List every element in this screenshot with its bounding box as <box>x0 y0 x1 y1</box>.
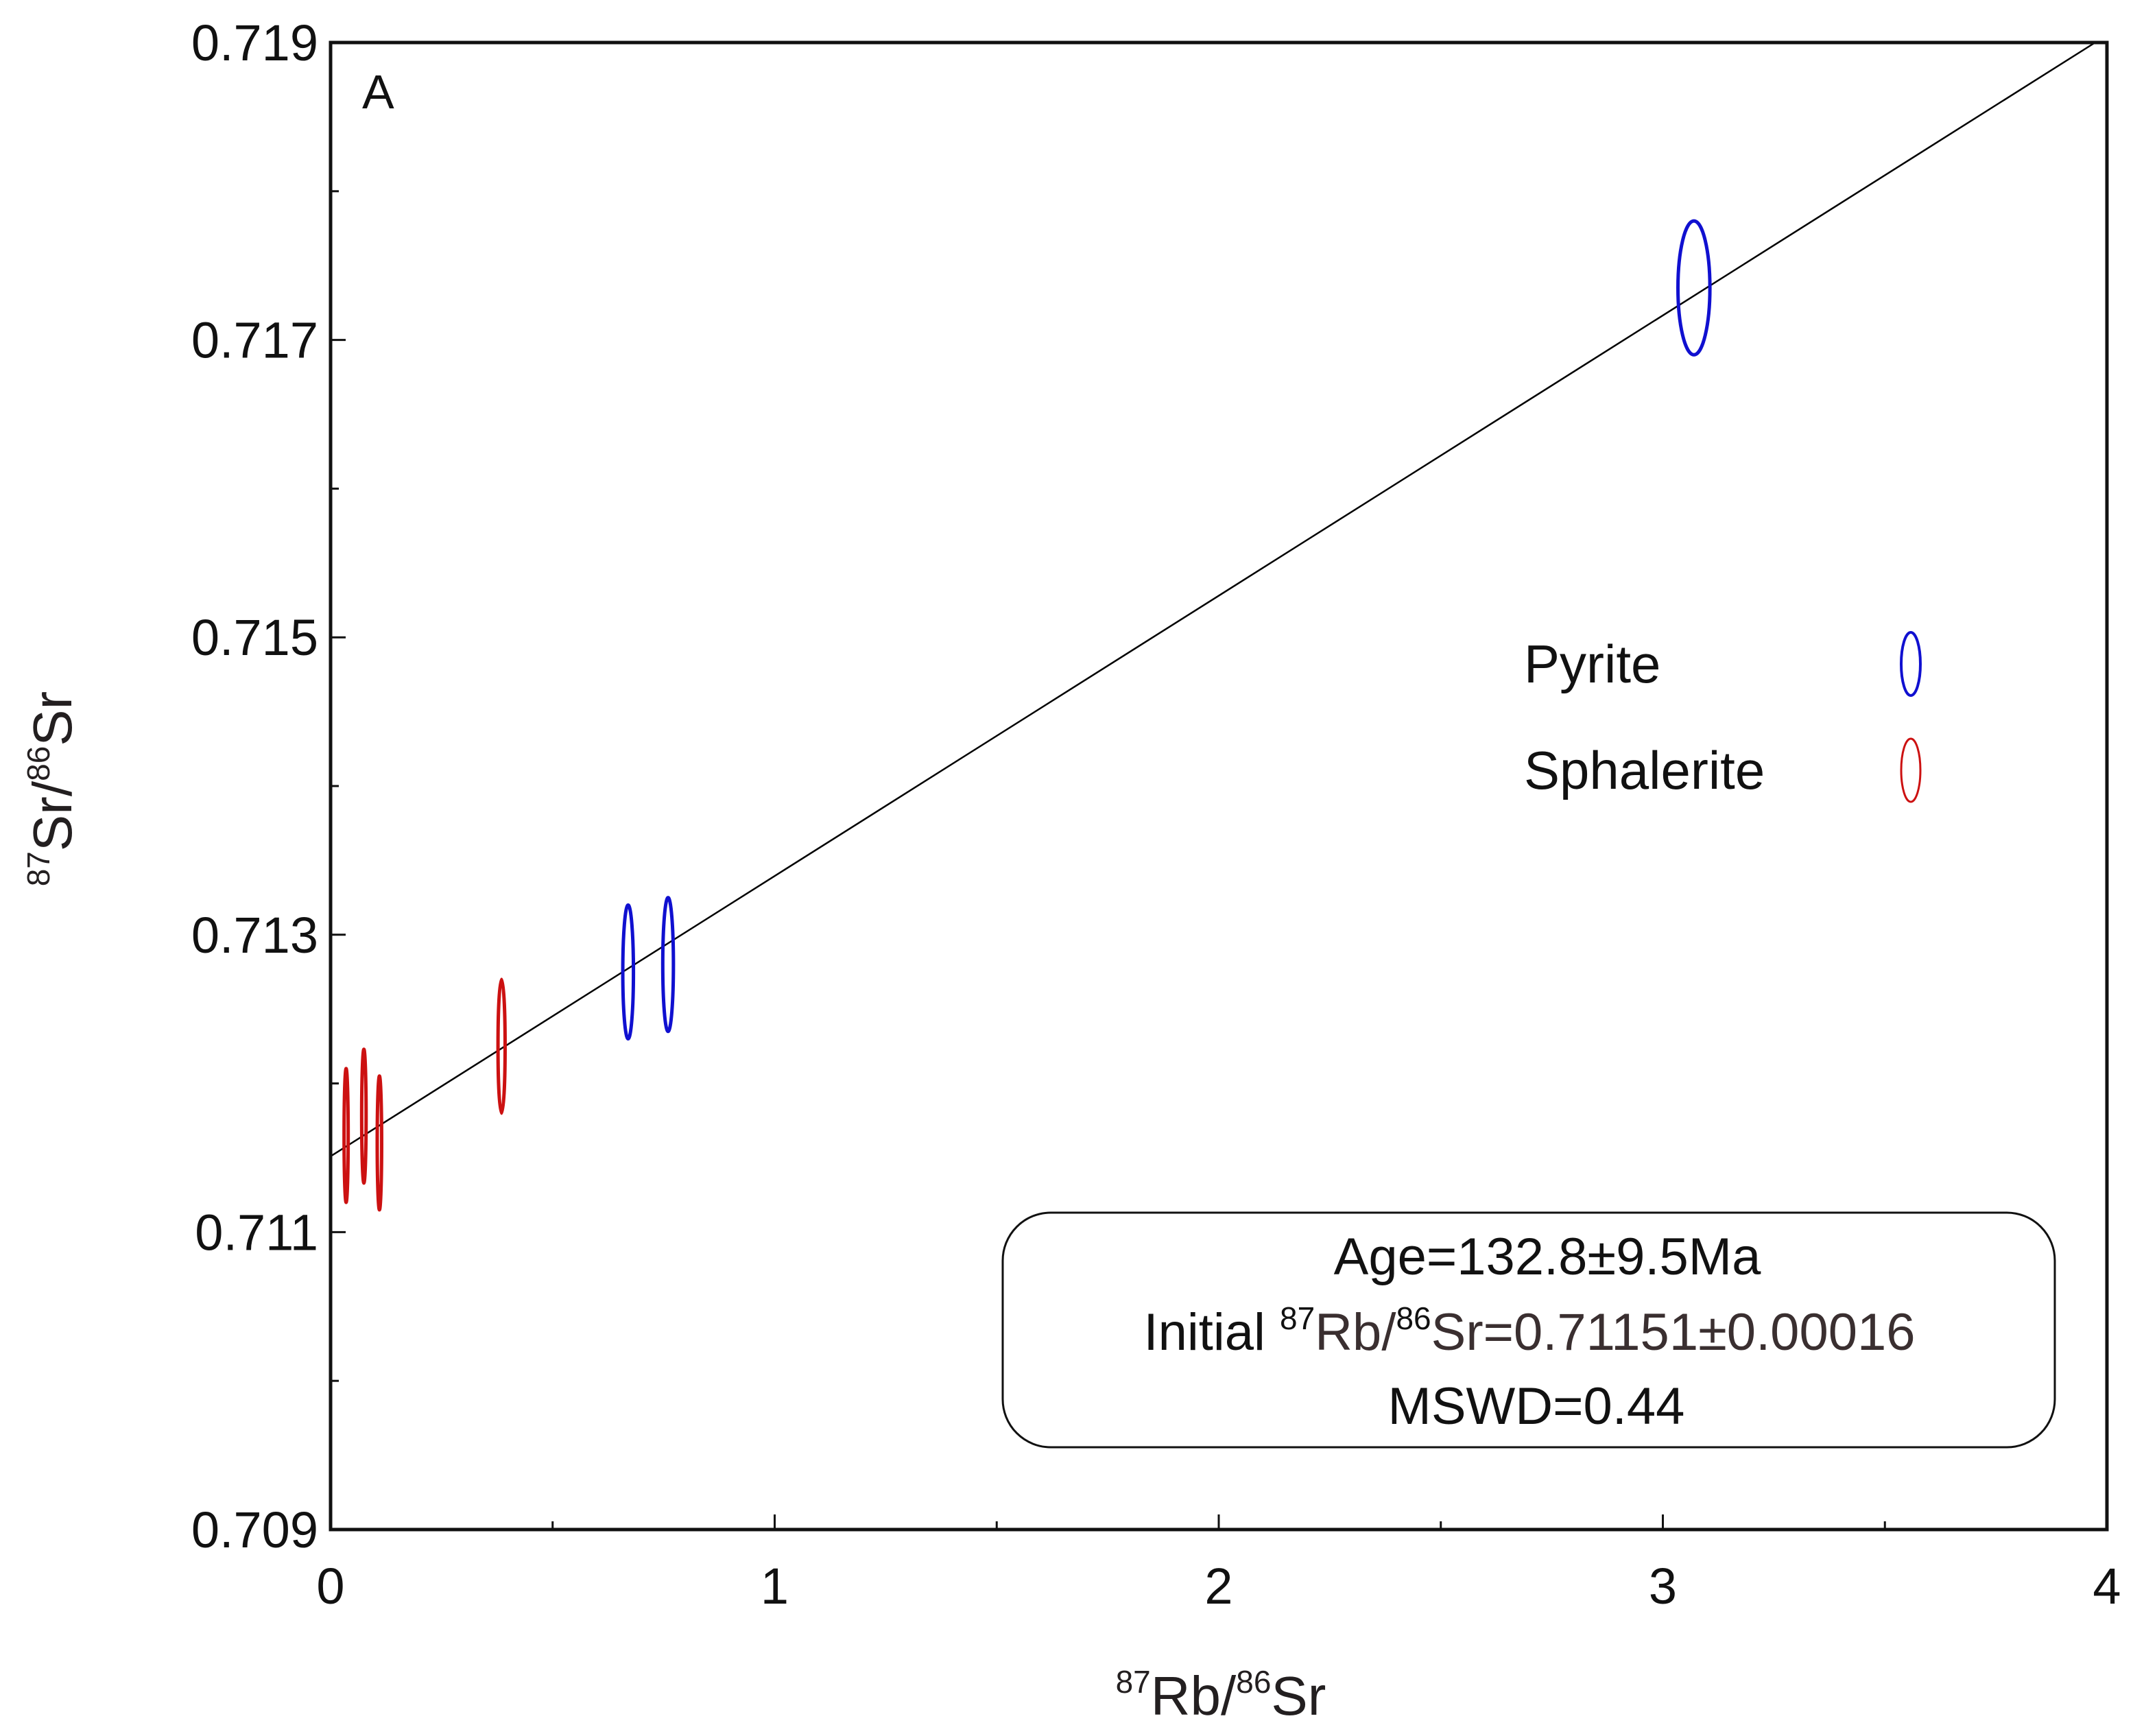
data-ellipses <box>342 219 1712 1212</box>
age-text: Age=132.8±9.5Ma <box>1334 1228 1761 1286</box>
initial-sup1: 87 <box>1280 1300 1315 1336</box>
x-title-base1: Rb/ <box>1151 1665 1237 1726</box>
sphalerite-ellipse-1 <box>359 1047 368 1185</box>
initial-base2: Sr=0.71151±0.00016 <box>1431 1303 1916 1362</box>
legend-swatch-pyrite <box>1900 631 1922 697</box>
legend-swatch-sphalerite <box>1900 737 1922 803</box>
y-axis-title: 87Sr/86Sr <box>21 691 83 887</box>
initial-prefix: Initial <box>1143 1303 1280 1362</box>
sphalerite-ellipse-3 <box>496 977 507 1115</box>
x-axis-title: 87Rb/86Sr <box>1116 1664 1326 1726</box>
plot-frame <box>329 40 2109 1532</box>
panel-label: A <box>362 65 394 119</box>
x-tick-label-0: 0 <box>316 1558 344 1615</box>
initial-sup2: 86 <box>1396 1300 1431 1336</box>
y-title-sup2: 86 <box>21 746 56 781</box>
mswd-text: MSWD=0.44 <box>1388 1377 1685 1436</box>
isochron-regression-line <box>330 41 2096 1157</box>
x-tick-label-4: 4 <box>2093 1558 2121 1615</box>
y-title-base2: Sr <box>22 691 83 746</box>
y-tick-label-2: 0.713 <box>191 907 318 964</box>
y-tick-label-3: 0.715 <box>191 609 318 666</box>
results-box: Age=132.8±9.5Ma Initial 87Rb/86Sr=0.7115… <box>1001 1211 2056 1449</box>
initial-base1: Rb/ <box>1315 1303 1396 1362</box>
initial-ratio-text: Initial 87Rb/86Sr=0.71151±0.00016 <box>1143 1300 1915 1362</box>
y-title-sup1: 87 <box>21 851 56 886</box>
x-tick-label-1: 1 <box>761 1558 789 1615</box>
legend: Pyrite Sphalerite <box>1524 631 1922 803</box>
legend-label-pyrite: Pyrite <box>1524 634 1660 694</box>
pyrite-ellipse-2 <box>1676 219 1712 357</box>
x-tick-label-3: 3 <box>1649 1558 1677 1615</box>
x-title-base2: Sr <box>1271 1665 1326 1726</box>
results-box-frame <box>1001 1211 2056 1449</box>
x-title-sup2: 86 <box>1236 1664 1271 1700</box>
x-tick-label-2: 2 <box>1204 1558 1232 1615</box>
y-tick-label-0: 0.709 <box>191 1501 318 1558</box>
axis-tick-labels: 0 1 2 3 4 0.709 0.711 0.713 0.715 0.717 0.719 <box>191 14 2121 1615</box>
y-title-base1: Sr/ <box>22 781 83 851</box>
sphalerite-ellipse-0 <box>342 1067 350 1204</box>
sphalerite-ellipse-2 <box>375 1074 383 1212</box>
y-tick-label-4: 0.717 <box>191 312 318 369</box>
pyrite-ellipse-0 <box>621 903 636 1041</box>
y-tick-label-1: 0.711 <box>195 1204 318 1261</box>
legend-label-sphalerite: Sphalerite <box>1524 740 1765 800</box>
x-title-sup1: 87 <box>1116 1664 1151 1700</box>
y-tick-label-5: 0.719 <box>191 14 318 71</box>
pyrite-ellipse-1 <box>660 896 676 1034</box>
